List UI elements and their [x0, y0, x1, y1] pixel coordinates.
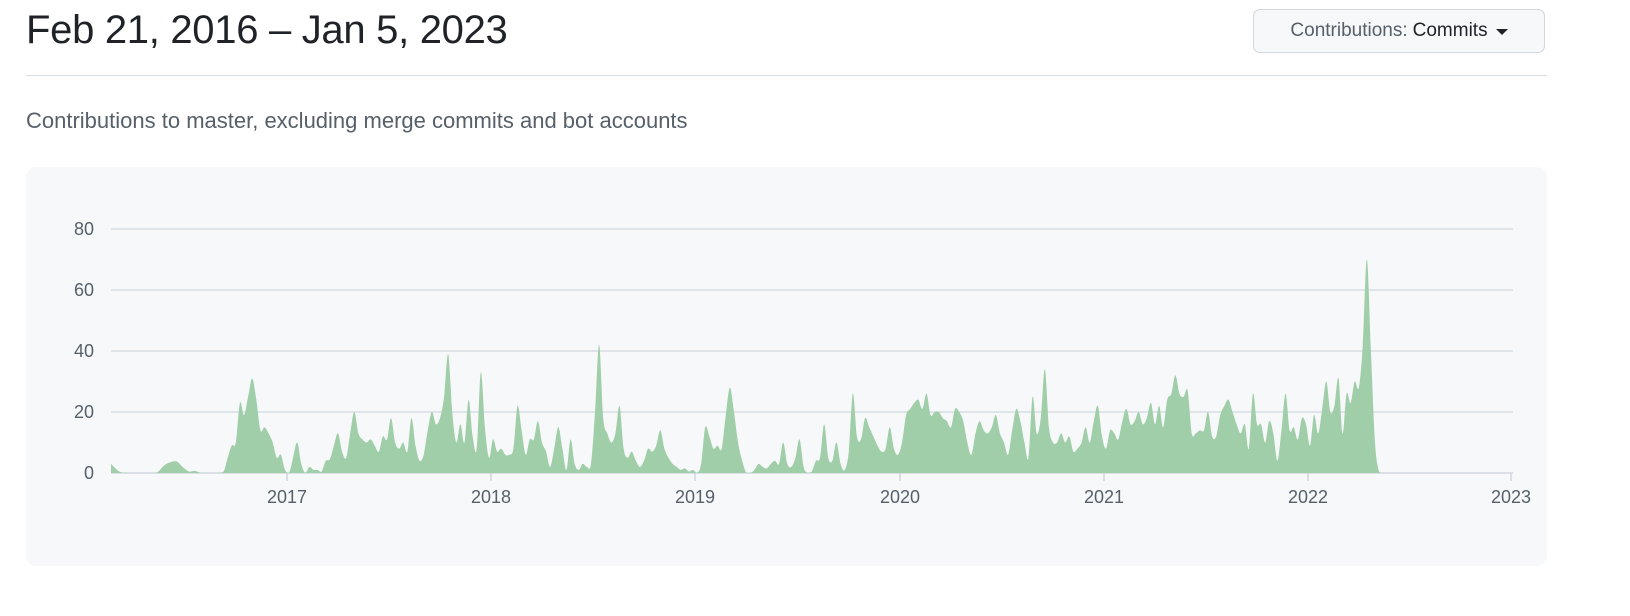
caret-down-icon — [1495, 29, 1508, 35]
chart-description: Contributions to master, excluding merge… — [26, 108, 688, 133]
y-tick-label: 0 — [84, 463, 94, 483]
y-axis: 0 20 40 60 80 — [74, 219, 94, 483]
x-tick-label: 2018 — [471, 487, 511, 507]
x-tick-label: 2022 — [1288, 487, 1328, 507]
header-divider — [26, 75, 1547, 76]
y-tick-label: 20 — [74, 402, 94, 422]
dropdown-label: Contributions: — [1290, 20, 1408, 41]
dropdown-selected-value: Commits — [1412, 20, 1488, 41]
x-tick-label: 2023 — [1491, 487, 1531, 507]
x-tick-label: 2021 — [1084, 487, 1124, 507]
x-tick-label: 2019 — [675, 487, 715, 507]
x-tick-label: 2017 — [267, 487, 307, 507]
contributions-type-dropdown[interactable]: Contributions: Commits — [1253, 9, 1545, 53]
contributions-chart-panel: 0 20 40 60 80 2017 2018 2019 2020 2021 2022 2023 — [26, 167, 1547, 566]
y-tick-label: 40 — [74, 341, 94, 361]
y-tick-label: 60 — [74, 280, 94, 300]
contributions-area-chart: 0 20 40 60 80 2017 2018 2019 2020 2021 2022 2023 — [74, 219, 1531, 507]
commits-area-series — [111, 259, 1511, 473]
y-tick-label: 80 — [74, 219, 94, 239]
x-axis: 2017 2018 2019 2020 2021 2022 2023 — [267, 473, 1531, 507]
x-tick-label: 2020 — [880, 487, 920, 507]
date-range-title: Feb 21, 2016 – Jan 5, 2023 — [26, 8, 508, 52]
